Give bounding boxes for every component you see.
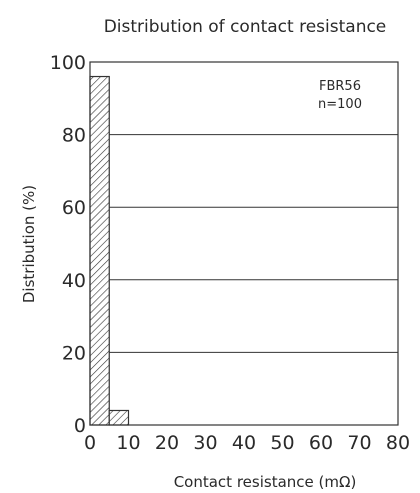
x-tick-label-0: 0 — [84, 432, 96, 454]
y-tick-label-80: 80 — [62, 125, 86, 147]
bar-0-5 — [89, 75, 110, 426]
x-tick-label-30: 30 — [193, 432, 217, 454]
x-axis-ticks: 0 10 20 30 40 50 60 70 80 — [84, 432, 410, 454]
annotation-sample-size: n=100 — [318, 97, 362, 112]
x-tick-label-50: 50 — [270, 432, 294, 454]
plot-frame — [89, 61, 399, 426]
y-axis-title: Distribution (%) — [20, 185, 38, 303]
annotation-model: FBR56 — [319, 79, 361, 94]
y-tick-label-100: 100 — [50, 52, 86, 74]
x-axis-title: Contact resistance (mΩ) — [174, 473, 357, 491]
x-tick-label-10: 10 — [116, 432, 140, 454]
bar-5-10 — [108, 409, 130, 426]
bars — [89, 75, 130, 426]
y-tick-label-20: 20 — [62, 342, 86, 364]
y-tick-label-40: 40 — [62, 270, 86, 292]
y-tick-label-0: 0 — [74, 415, 86, 437]
x-tick-label-20: 20 — [155, 432, 179, 454]
y-tick-label-60: 60 — [62, 197, 86, 219]
grid-lines — [90, 134, 398, 353]
x-tick-label-60: 60 — [309, 432, 333, 454]
x-tick-label-40: 40 — [232, 432, 256, 454]
y-axis-ticks: 0 20 40 60 80 100 — [50, 52, 86, 437]
x-tick-label-70: 70 — [347, 432, 371, 454]
x-tick-label-80: 80 — [386, 432, 410, 454]
chart-title: Distribution of contact resistance — [104, 17, 387, 37]
